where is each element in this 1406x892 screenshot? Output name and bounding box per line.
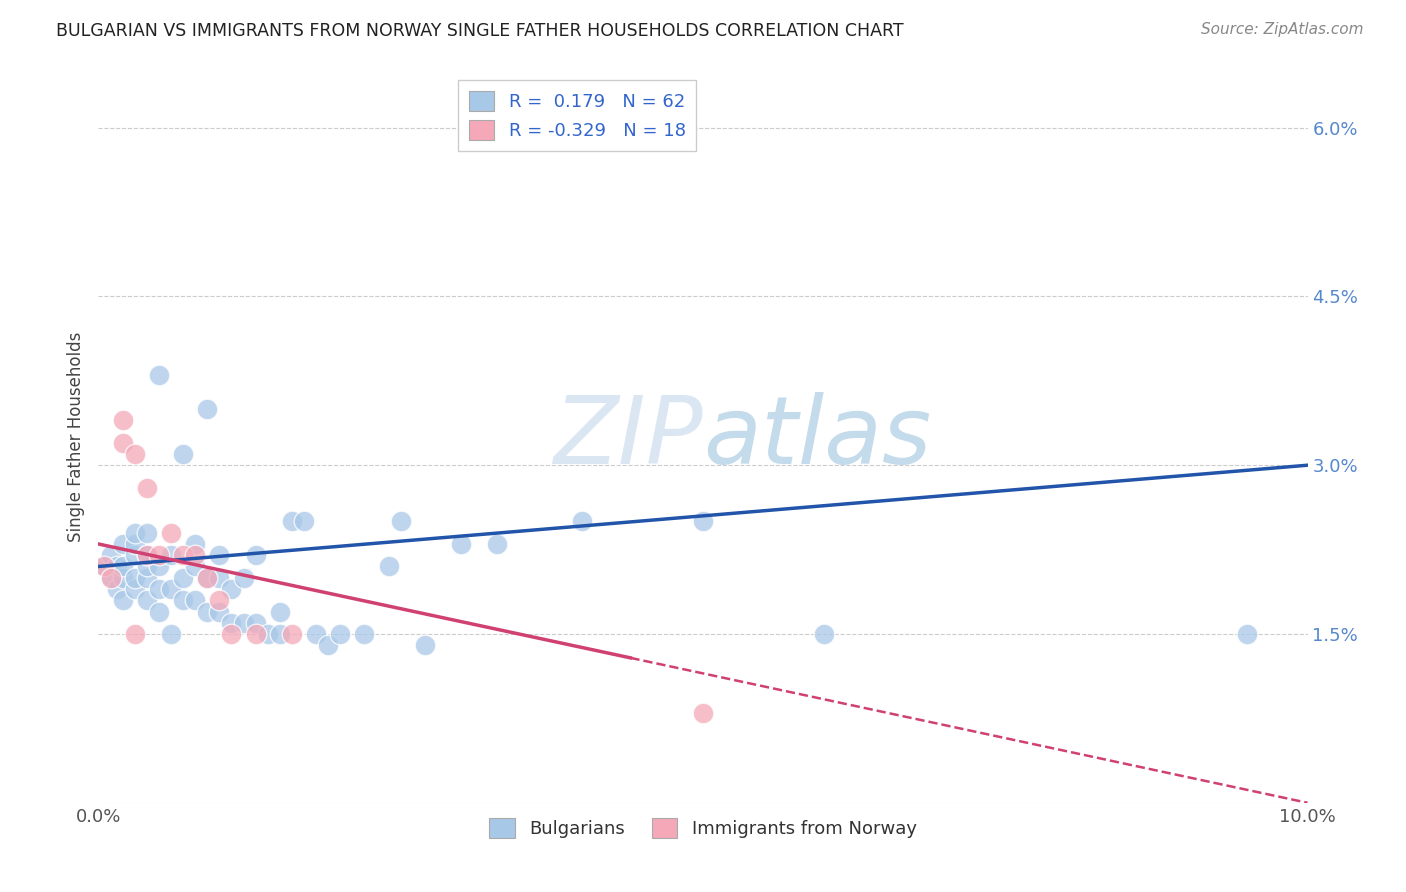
Point bbox=[232, 615, 254, 630]
Point bbox=[111, 559, 134, 574]
Point bbox=[93, 559, 115, 574]
Point bbox=[195, 571, 218, 585]
Point bbox=[160, 627, 183, 641]
Point bbox=[100, 571, 122, 585]
Point bbox=[353, 627, 375, 641]
Point bbox=[413, 638, 436, 652]
Point bbox=[305, 627, 328, 641]
Point bbox=[184, 548, 207, 562]
Point bbox=[124, 582, 146, 596]
Point bbox=[135, 571, 157, 585]
Point bbox=[184, 593, 207, 607]
Point bbox=[105, 582, 128, 596]
Point bbox=[245, 615, 267, 630]
Point bbox=[813, 627, 835, 641]
Point bbox=[111, 413, 134, 427]
Point bbox=[281, 627, 304, 641]
Point bbox=[184, 537, 207, 551]
Point bbox=[135, 548, 157, 562]
Point bbox=[195, 605, 218, 619]
Point bbox=[135, 548, 157, 562]
Legend: Bulgarians, Immigrants from Norway: Bulgarians, Immigrants from Norway bbox=[482, 811, 924, 845]
Point bbox=[221, 627, 243, 641]
Point bbox=[135, 525, 157, 540]
Point bbox=[160, 548, 183, 562]
Point bbox=[105, 559, 128, 574]
Point bbox=[377, 559, 399, 574]
Text: ZIP: ZIP bbox=[554, 392, 703, 483]
Text: atlas: atlas bbox=[703, 392, 931, 483]
Point bbox=[172, 593, 194, 607]
Point bbox=[281, 515, 304, 529]
Point bbox=[135, 559, 157, 574]
Point bbox=[245, 548, 267, 562]
Point bbox=[172, 447, 194, 461]
Point bbox=[292, 515, 315, 529]
Point bbox=[160, 582, 183, 596]
Point bbox=[111, 593, 134, 607]
Point bbox=[232, 571, 254, 585]
Point bbox=[389, 515, 412, 529]
Point bbox=[329, 627, 352, 641]
Point bbox=[450, 537, 472, 551]
Point bbox=[100, 571, 122, 585]
Point bbox=[148, 559, 170, 574]
Point bbox=[124, 537, 146, 551]
Point bbox=[93, 559, 115, 574]
Point bbox=[111, 537, 134, 551]
Point bbox=[208, 571, 231, 585]
Point bbox=[208, 605, 231, 619]
Point bbox=[692, 515, 714, 529]
Point bbox=[571, 515, 593, 529]
Point bbox=[111, 435, 134, 450]
Point bbox=[148, 548, 170, 562]
Point bbox=[172, 548, 194, 562]
Point bbox=[269, 605, 291, 619]
Point bbox=[172, 571, 194, 585]
Point bbox=[256, 627, 278, 641]
Point bbox=[124, 548, 146, 562]
Point bbox=[100, 548, 122, 562]
Point bbox=[692, 706, 714, 720]
Y-axis label: Single Father Households: Single Father Households bbox=[66, 332, 84, 542]
Point bbox=[124, 627, 146, 641]
Point bbox=[148, 582, 170, 596]
Point bbox=[124, 571, 146, 585]
Point bbox=[245, 627, 267, 641]
Point bbox=[124, 447, 146, 461]
Point bbox=[221, 582, 243, 596]
Point bbox=[148, 605, 170, 619]
Point bbox=[221, 615, 243, 630]
Text: Source: ZipAtlas.com: Source: ZipAtlas.com bbox=[1201, 22, 1364, 37]
Point bbox=[486, 537, 509, 551]
Point bbox=[148, 368, 170, 383]
Point bbox=[269, 627, 291, 641]
Point bbox=[124, 525, 146, 540]
Point bbox=[160, 525, 183, 540]
Point bbox=[195, 571, 218, 585]
Point bbox=[135, 593, 157, 607]
Point bbox=[208, 548, 231, 562]
Point bbox=[316, 638, 339, 652]
Point bbox=[184, 559, 207, 574]
Point bbox=[195, 401, 218, 416]
Text: BULGARIAN VS IMMIGRANTS FROM NORWAY SINGLE FATHER HOUSEHOLDS CORRELATION CHART: BULGARIAN VS IMMIGRANTS FROM NORWAY SING… bbox=[56, 22, 904, 40]
Point bbox=[1236, 627, 1258, 641]
Point bbox=[135, 481, 157, 495]
Point bbox=[208, 593, 231, 607]
Point bbox=[111, 571, 134, 585]
